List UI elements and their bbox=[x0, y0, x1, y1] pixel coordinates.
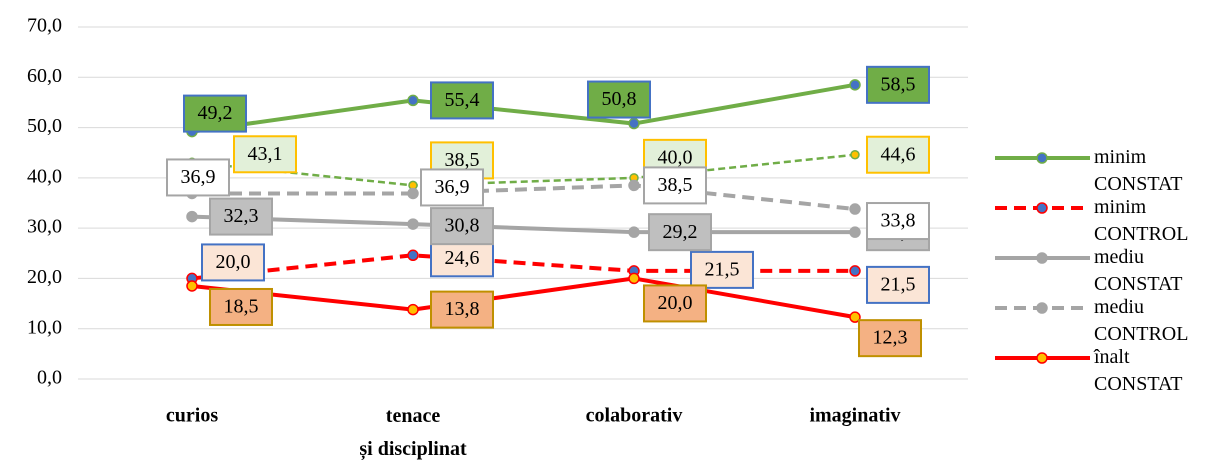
data-label-box bbox=[430, 290, 494, 329]
legend-label: înalt CONSTAT bbox=[1093, 346, 1182, 395]
data-label: 38,5 bbox=[445, 149, 480, 171]
marker bbox=[628, 117, 640, 130]
data-label: 18,5 bbox=[224, 296, 259, 318]
series-line bbox=[191, 153, 856, 187]
data-label: 30,8 bbox=[445, 215, 480, 237]
data-label-box bbox=[430, 207, 494, 246]
data-label-box bbox=[430, 239, 494, 278]
y-tick-label: 20,0 bbox=[27, 266, 62, 288]
data-label-box bbox=[643, 166, 707, 205]
data-label: 55,4 bbox=[445, 89, 480, 111]
y-tick-label: 50,0 bbox=[27, 115, 62, 137]
data-label: 20,0 bbox=[658, 292, 693, 314]
marker bbox=[850, 149, 860, 160]
marker bbox=[628, 179, 640, 192]
marker bbox=[849, 79, 861, 91]
data-label-box bbox=[209, 287, 273, 326]
marker bbox=[849, 265, 861, 277]
series-line bbox=[192, 183, 856, 212]
y-tick-label: 30,0 bbox=[27, 216, 62, 238]
data-label-box bbox=[430, 81, 494, 120]
data-label: 58,5 bbox=[881, 73, 916, 95]
marker bbox=[186, 210, 198, 223]
data-label: 36,9 bbox=[181, 166, 216, 188]
marker bbox=[186, 280, 198, 292]
marker bbox=[628, 272, 640, 285]
y-tick-label: 70,0 bbox=[27, 15, 62, 37]
marker bbox=[407, 94, 419, 107]
legend-marker bbox=[1036, 252, 1048, 264]
series-line bbox=[191, 276, 856, 320]
data-label-box bbox=[233, 135, 297, 174]
legend-marker bbox=[1036, 152, 1048, 164]
legend-label: minim CONSTAT bbox=[1094, 146, 1182, 195]
data-label-box bbox=[643, 284, 707, 323]
data-label-box bbox=[866, 265, 930, 304]
legend-marker bbox=[1036, 302, 1048, 314]
data-label-box bbox=[866, 202, 930, 241]
data-label: 44,6 bbox=[881, 143, 916, 165]
legend-label: minim CONTROL bbox=[1094, 196, 1188, 245]
marker bbox=[407, 249, 419, 262]
x-tick-label: colaborativ bbox=[586, 405, 683, 427]
data-label: 33,8 bbox=[881, 210, 916, 232]
data-label: 12,3 bbox=[873, 327, 908, 349]
data-label: 21,5 bbox=[881, 273, 916, 295]
data-label: 13,8 bbox=[445, 298, 480, 320]
y-tick-label: 0,0 bbox=[37, 367, 62, 389]
legend-marker bbox=[1036, 202, 1048, 214]
x-tick-label: curios bbox=[166, 405, 218, 427]
marker bbox=[849, 203, 861, 215]
series-line bbox=[191, 253, 855, 281]
y-tick-label: 60,0 bbox=[27, 65, 62, 87]
data-label-box bbox=[858, 319, 922, 358]
marker bbox=[407, 303, 419, 316]
data-label: 43,1 bbox=[248, 143, 283, 165]
data-label-box bbox=[166, 158, 230, 197]
data-label: 38,5 bbox=[658, 174, 693, 196]
legend-label: mediu CONSTAT bbox=[1094, 246, 1182, 295]
series-line bbox=[191, 214, 855, 235]
legend-marker bbox=[1036, 352, 1048, 364]
data-label: 36,9 bbox=[435, 176, 470, 198]
data-label-box bbox=[420, 168, 484, 207]
data-label: 29,2 bbox=[663, 221, 698, 243]
data-label: 49,2 bbox=[198, 102, 233, 124]
data-label-box bbox=[209, 197, 273, 236]
legend-label: mediu CONTROL bbox=[1094, 296, 1188, 345]
data-label-box bbox=[183, 94, 247, 133]
y-tick-label: 10,0 bbox=[27, 316, 62, 338]
marker bbox=[849, 226, 861, 238]
data-label: 24,6 bbox=[445, 247, 480, 269]
y-tick-label: 40,0 bbox=[27, 165, 62, 187]
x-tick-label: tenace și disciplinat bbox=[359, 405, 467, 461]
data-label-box bbox=[690, 250, 754, 289]
marker bbox=[407, 218, 419, 230]
marker bbox=[849, 311, 861, 323]
data-label: 40,0 bbox=[658, 146, 693, 168]
series-line bbox=[191, 82, 856, 134]
data-label-box bbox=[648, 213, 712, 252]
data-label-box bbox=[866, 65, 930, 104]
data-label-box bbox=[201, 243, 265, 282]
x-tick-label: imaginativ bbox=[809, 405, 900, 427]
data-label-box bbox=[587, 80, 651, 119]
marker bbox=[407, 187, 419, 200]
marker bbox=[628, 226, 640, 238]
data-label: 50,8 bbox=[602, 88, 637, 110]
data-label: 32,3 bbox=[224, 205, 259, 227]
data-label: 20,0 bbox=[216, 251, 251, 273]
data-label: 21,5 bbox=[705, 258, 740, 280]
data-label-box bbox=[866, 135, 930, 174]
